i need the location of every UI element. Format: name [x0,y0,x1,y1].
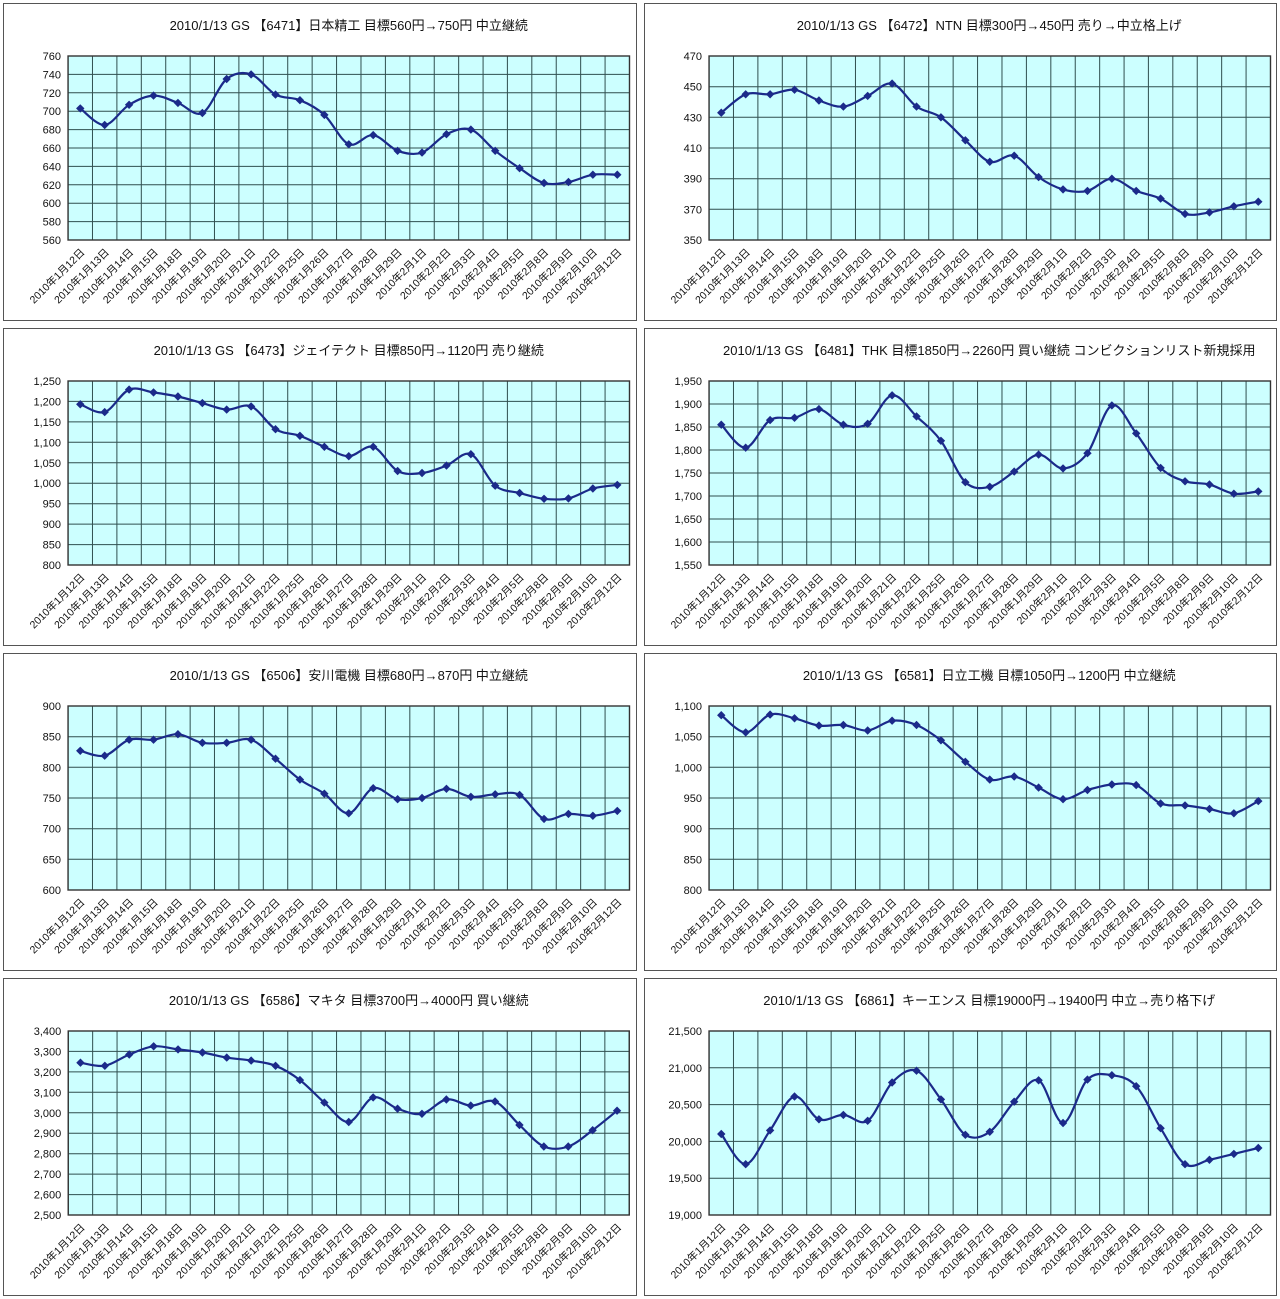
svg-text:600: 600 [43,198,61,210]
svg-text:580: 580 [43,217,61,229]
chart-title-6581: 2010/1/13 GS 【6581】日立工機 目標1050円→1200円 中立… [802,668,1176,683]
chart-title-6481: 2010/1/13 GS 【6481】THK 目標1850円→2260円 買い継… [723,343,1256,358]
chart-title-6473: 2010/1/13 GS 【6473】ジェイテクト 目標850円→1120円 売… [153,343,544,358]
svg-text:1,850: 1,850 [674,422,702,434]
svg-text:1,000: 1,000 [674,762,702,774]
svg-text:850: 850 [683,854,701,866]
chart-panel-6586: 2010/1/13 GS 【6586】マキタ 目標3700円→4000円 買い継… [3,978,637,1296]
svg-text:20,500: 20,500 [668,1100,702,1112]
svg-text:600: 600 [43,885,61,897]
svg-text:1,100: 1,100 [674,701,702,713]
svg-text:2,900: 2,900 [34,1128,62,1140]
svg-text:2,800: 2,800 [34,1149,62,1161]
svg-text:560: 560 [43,235,61,247]
svg-text:470: 470 [683,51,701,63]
svg-text:1,100: 1,100 [34,437,62,449]
svg-text:640: 640 [43,161,61,173]
svg-text:3,100: 3,100 [34,1087,62,1099]
chart-title-6471: 2010/1/13 GS 【6471】日本精工 目標560円→750円 中立継続 [169,18,528,33]
svg-text:1,650: 1,650 [674,514,702,526]
svg-text:950: 950 [683,793,701,805]
svg-text:700: 700 [43,824,61,836]
chart-title-6586: 2010/1/13 GS 【6586】マキタ 目標3700円→4000円 買い継… [168,993,529,1008]
svg-text:1,250: 1,250 [34,376,62,388]
svg-text:2,700: 2,700 [34,1169,62,1181]
svg-text:1,900: 1,900 [674,399,702,411]
svg-text:760: 760 [43,51,61,63]
chart-canvas-6472: 3503703904104304504702010年1月12日2010年1月13… [667,51,1271,306]
svg-text:1,950: 1,950 [674,376,702,388]
chart-canvas-6581: 8008509009501,0001,0501,1002010年1月12日201… [667,701,1271,956]
svg-text:740: 740 [43,69,61,81]
svg-text:1,550: 1,550 [674,560,702,572]
svg-text:20,000: 20,000 [668,1136,702,1148]
svg-text:700: 700 [43,106,61,118]
svg-text:3,200: 3,200 [34,1067,62,1079]
svg-text:750: 750 [43,793,61,805]
svg-text:350: 350 [683,235,701,247]
svg-text:1,750: 1,750 [674,468,702,480]
svg-text:21,000: 21,000 [668,1063,702,1075]
svg-text:2,500: 2,500 [34,1210,62,1222]
chart-canvas-6481: 1,550 1,600 1,650 1,700 1,750 1,800 1,850 1,900… [667,376,1271,631]
svg-text:720: 720 [43,88,61,100]
svg-text:800: 800 [43,762,61,774]
svg-text:21,500: 21,500 [668,1026,702,1038]
svg-text:3,400: 3,400 [34,1026,62,1038]
chart-panel-6473: 2010/1/13 GS 【6473】ジェイテクト 目標850円→1120円 売… [3,328,637,646]
chart-canvas-6471: 5605806006206406606807007207407602010年1月… [27,51,631,306]
chart-canvas-6473: 800 850 900 950 1,000 1,050 1,100 1,150 1,200 1,2… [27,376,631,631]
svg-text:1,150: 1,150 [34,417,62,429]
svg-text:620: 620 [43,180,61,192]
chart-panel-6506: 2010/1/13 GS 【6506】安川電機 目標680円→870円 中立継続… [3,653,637,971]
svg-text:3,300: 3,300 [34,1046,62,1058]
chart-title-6506: 2010/1/13 GS 【6506】安川電機 目標680円→870円 中立継続 [169,668,528,683]
svg-text:850: 850 [43,732,61,744]
svg-text:650: 650 [43,854,61,866]
svg-text:1,800: 1,800 [674,445,702,457]
svg-text:660: 660 [43,143,61,155]
svg-text:850: 850 [43,540,61,552]
svg-text:1,050: 1,050 [674,732,702,744]
chart-title-6861: 2010/1/13 GS 【6861】キーエンス 目標19000円→19400円… [763,993,1216,1008]
chart-canvas-6861: 19,00019,50020,00020,50021,00021,5002010… [667,1026,1271,1281]
svg-text:680: 680 [43,125,61,137]
svg-text:430: 430 [683,112,701,124]
svg-text:1,050: 1,050 [34,458,62,470]
svg-text:800: 800 [43,560,61,572]
svg-text:1,000: 1,000 [34,478,62,490]
svg-text:19,500: 19,500 [668,1173,702,1185]
svg-text:390: 390 [683,174,701,186]
svg-text:2,600: 2,600 [34,1190,62,1202]
svg-text:900: 900 [43,519,61,531]
svg-text:3,000: 3,000 [34,1108,62,1120]
svg-text:370: 370 [683,204,701,216]
chart-canvas-6506: 6006507007508008509002010年1月12日2010年1月13… [27,701,631,956]
chart-panel-6472: 2010/1/13 GS 【6472】NTN 目標300円→450円 売り→中立… [643,3,1277,321]
chart-panel-6581: 2010/1/13 GS 【6581】日立工機 目標1050円→1200円 中立… [643,653,1277,971]
svg-text:1,200: 1,200 [34,396,62,408]
chart-panel-6471: 2010/1/13 GS 【6471】日本精工 目標560円→750円 中立継続… [3,3,637,321]
chart-panel-6481: 2010/1/13 GS 【6481】THK 目標1850円→2260円 買い継… [643,328,1277,646]
chart-canvas-6586: 2,500 2,600 2,700 2,800 2,900 3,000 3,100 3,200… [27,1026,630,1281]
svg-text:410: 410 [683,143,701,155]
svg-text:900: 900 [683,824,701,836]
svg-text:450: 450 [683,82,701,94]
svg-text:1,600: 1,600 [674,537,702,549]
svg-text:800: 800 [683,885,701,897]
chart-title-6472: 2010/1/13 GS 【6472】NTN 目標300円→450円 売り→中立… [796,18,1182,33]
svg-text:1,700: 1,700 [674,491,702,503]
chart-panel-6861: 2010/1/13 GS 【6861】キーエンス 目標19000円→19400円… [643,978,1277,1296]
svg-text:900: 900 [43,701,61,713]
svg-text:19,000: 19,000 [668,1210,702,1222]
svg-text:950: 950 [43,499,61,511]
